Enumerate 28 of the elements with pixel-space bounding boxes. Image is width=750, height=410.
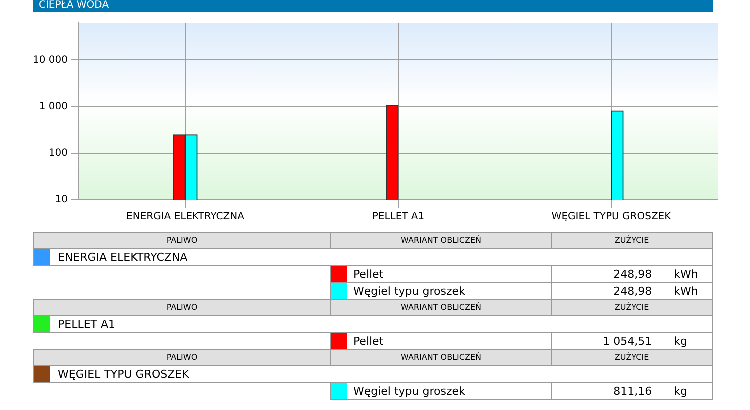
text: PALIWO <box>34 232 331 248</box>
text: Pellet <box>353 334 384 348</box>
text: WARIANT OBLICZEŃ <box>401 303 482 312</box>
chart-title: CIEPŁA WODA <box>33 0 713 12</box>
text: 811,16 kg <box>614 384 688 398</box>
text: ZUŻYCIE <box>614 353 650 362</box>
text: ZUŻYCIE <box>552 232 712 248</box>
x-tick-label: ENERGIA ELEKTRYCZNA <box>126 212 245 223</box>
category-label: ENERGIA ELEKTRYCZNA <box>58 250 188 264</box>
text: PALIWO <box>166 303 198 312</box>
y-tick-label: 1 000 <box>39 101 68 112</box>
category-label: PELLET A1 <box>58 318 116 330</box>
text: WARIANT OBLICZEŃ <box>401 353 482 362</box>
x-tick-label: WĘGIEL TYPU GROSZEK <box>552 212 672 223</box>
text: 248,98 kWh <box>614 268 698 280</box>
legend-label: Węgiel typu groszek <box>331 283 552 299</box>
x-tick-label: PELLET A1 <box>372 212 425 223</box>
text: 1 054,51 kg <box>603 334 688 348</box>
y-tick-label: 100 <box>48 148 68 160</box>
text: 248,98 kWh <box>614 284 698 298</box>
text: WARIANT OBLICZEŃ <box>330 232 552 248</box>
text: Węgiel typu groszek <box>353 384 466 398</box>
legend-label: Pellet <box>331 266 552 282</box>
y-tick-label: 10 <box>55 194 68 206</box>
category-label: WĘGIEL TYPU GROSZEK <box>58 368 190 380</box>
y-tick-label: 10 000 <box>32 54 68 66</box>
text: ZUŻYCIE <box>614 303 650 312</box>
text: PALIWO <box>166 353 198 362</box>
